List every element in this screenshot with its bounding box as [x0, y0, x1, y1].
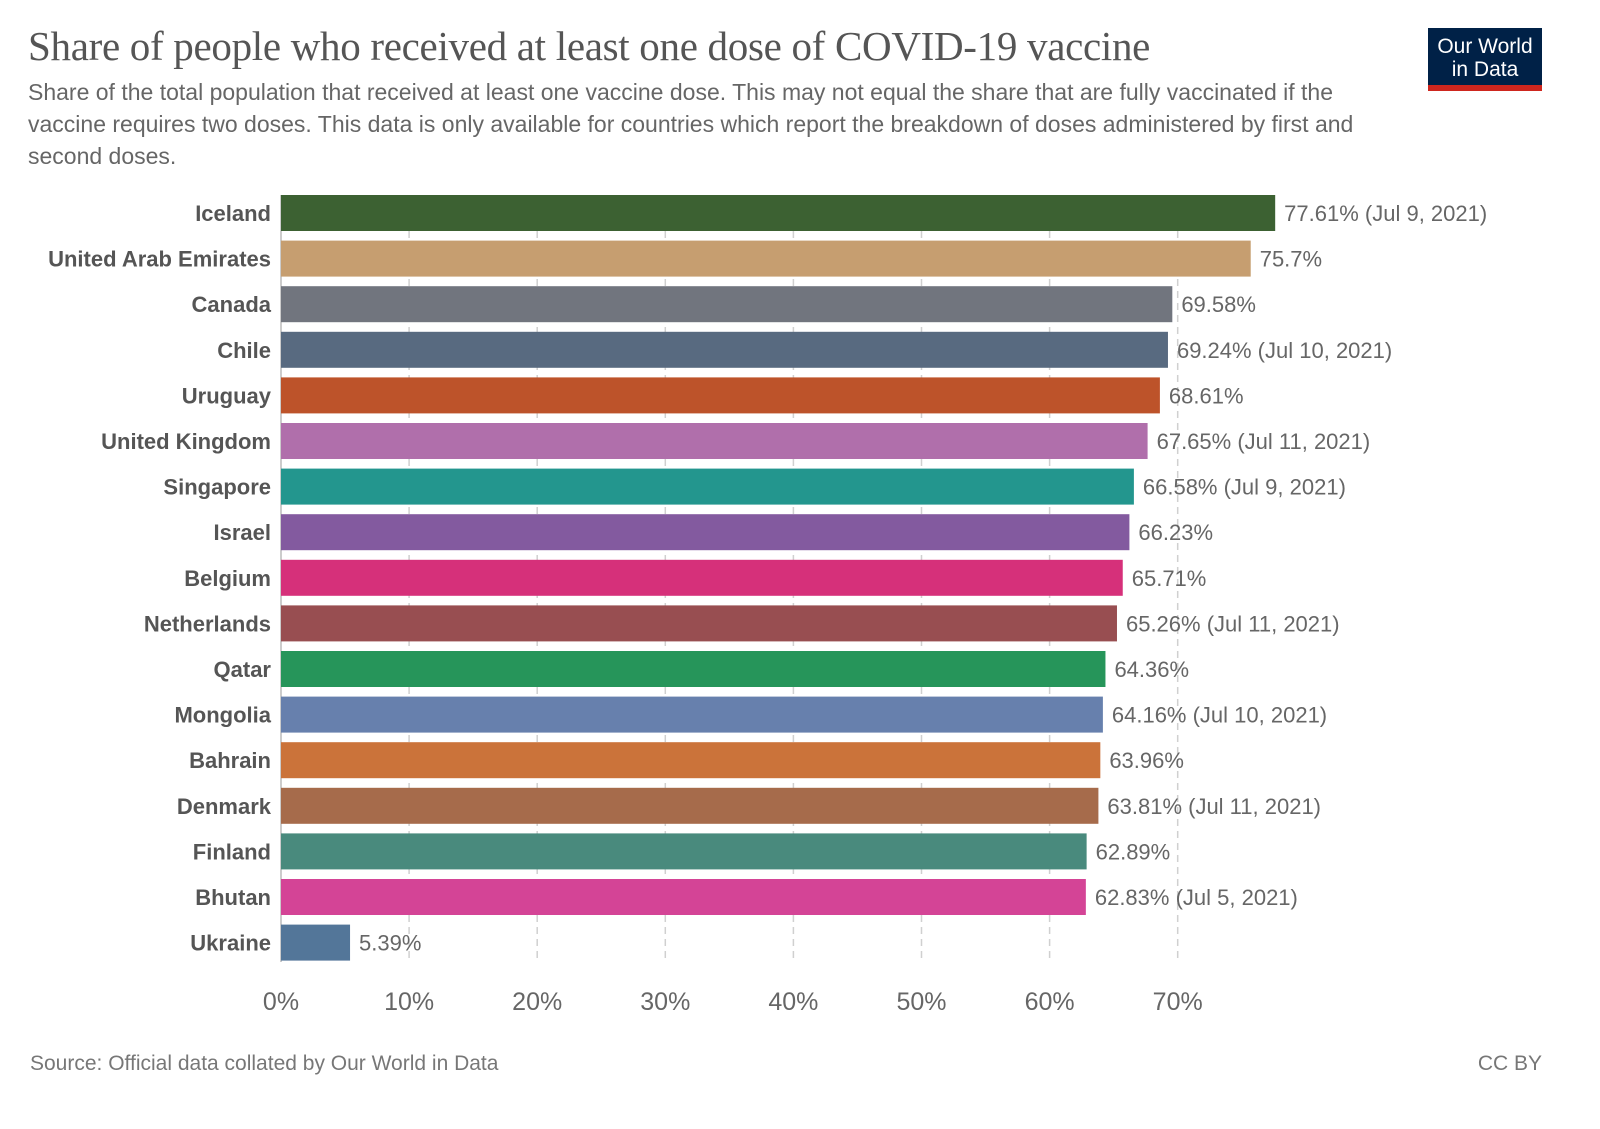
bar[interactable]: [281, 559, 1123, 596]
logo-line-1: Our World: [1437, 35, 1533, 58]
category-label[interactable]: Singapore: [163, 475, 271, 500]
category-label[interactable]: United Arab Emirates: [48, 247, 271, 272]
bar-chart: Iceland United Arab Emirates Canada Chile Ur…: [48, 195, 1487, 1016]
bar[interactable]: [281, 423, 1148, 459]
category-label[interactable]: Netherlands: [144, 611, 271, 636]
value-label: 65.71%: [1132, 566, 1207, 591]
bar[interactable]: [281, 651, 1106, 687]
bar[interactable]: [281, 924, 351, 961]
x-axis-ticks: 0% 10% 20% 30% 40% 50% 60% 70%: [263, 988, 1203, 1016]
value-label: 63.96%: [1109, 748, 1184, 773]
bar[interactable]: [281, 879, 1086, 915]
value-label: 69.24% (Jul 10, 2021): [1177, 338, 1392, 363]
value-label: 64.16% (Jul 10, 2021): [1112, 703, 1327, 728]
value-label: 68.61%: [1169, 383, 1244, 408]
logo-line-2: in Data: [1451, 58, 1519, 81]
category-label[interactable]: Ukraine: [190, 931, 271, 956]
x-tick-label: 40%: [768, 988, 818, 1016]
category-labels: Iceland United Arab Emirates Canada Chile Ur…: [48, 201, 272, 956]
value-labels: 77.61% (Jul 9, 2021) 75.7%69.58% 69.24% (J…: [359, 201, 1487, 956]
bar[interactable]: [281, 240, 1251, 277]
owid-logo[interactable]: Our World in Data: [1428, 28, 1542, 91]
license-link[interactable]: CC BY: [1477, 1052, 1542, 1075]
category-label[interactable]: Mongolia: [174, 703, 271, 728]
value-label: 66.58% (Jul 9, 2021): [1143, 475, 1346, 500]
value-label: 69.58%: [1181, 292, 1256, 317]
value-label: 75.7%: [1260, 247, 1322, 272]
x-tick-label: 50%: [896, 988, 946, 1016]
chart-subtitle: Share of the total population that recei…: [28, 79, 1354, 169]
bar[interactable]: [281, 742, 1101, 779]
category-label[interactable]: Israel: [214, 520, 272, 545]
category-label[interactable]: Belgium: [184, 566, 271, 591]
x-tick-label: 10%: [384, 988, 434, 1016]
category-label[interactable]: Bhutan: [195, 885, 271, 910]
category-label[interactable]: Qatar: [214, 657, 272, 682]
value-label: 77.61% (Jul 9, 2021): [1284, 201, 1487, 226]
bar[interactable]: [281, 605, 1117, 642]
bar[interactable]: [281, 377, 1160, 414]
category-label[interactable]: Canada: [192, 292, 272, 317]
chart-title: Share of people who received at least on…: [28, 23, 1151, 69]
bar[interactable]: [281, 787, 1099, 824]
value-label: 62.89%: [1096, 839, 1171, 864]
value-label: 67.65% (Jul 11, 2021): [1157, 429, 1371, 454]
x-tick-label: 0%: [263, 988, 299, 1016]
bar[interactable]: [281, 286, 1173, 323]
value-label: 65.26% (Jul 11, 2021): [1126, 611, 1340, 636]
x-tick-label: 60%: [1025, 988, 1075, 1016]
category-label[interactable]: Denmark: [177, 794, 272, 819]
x-tick-label: 70%: [1153, 988, 1203, 1016]
category-label[interactable]: Bahrain: [189, 748, 271, 773]
category-label[interactable]: Uruguay: [182, 383, 272, 408]
bar[interactable]: [281, 514, 1130, 551]
value-label: 62.83% (Jul 5, 2021): [1095, 885, 1298, 910]
x-tick-label: 20%: [512, 988, 562, 1016]
bar[interactable]: [281, 696, 1103, 733]
category-label[interactable]: Finland: [193, 839, 271, 864]
bar[interactable]: [281, 468, 1134, 505]
bar[interactable]: [281, 331, 1168, 368]
value-label: 66.23%: [1138, 520, 1213, 545]
bar[interactable]: [281, 195, 1276, 231]
bars: [281, 195, 1276, 961]
x-tick-label: 30%: [640, 988, 690, 1016]
logo-accent-bar: [1428, 85, 1542, 91]
value-label: 5.39%: [359, 931, 421, 956]
value-label: 64.36%: [1114, 657, 1189, 682]
source-note[interactable]: Source: Official data collated by Our Wo…: [30, 1052, 499, 1075]
category-label[interactable]: Chile: [217, 338, 271, 363]
category-label[interactable]: Iceland: [195, 201, 271, 226]
bar[interactable]: [281, 833, 1087, 870]
category-label[interactable]: United Kingdom: [101, 429, 271, 454]
value-label: 63.81% (Jul 11, 2021): [1107, 794, 1321, 819]
